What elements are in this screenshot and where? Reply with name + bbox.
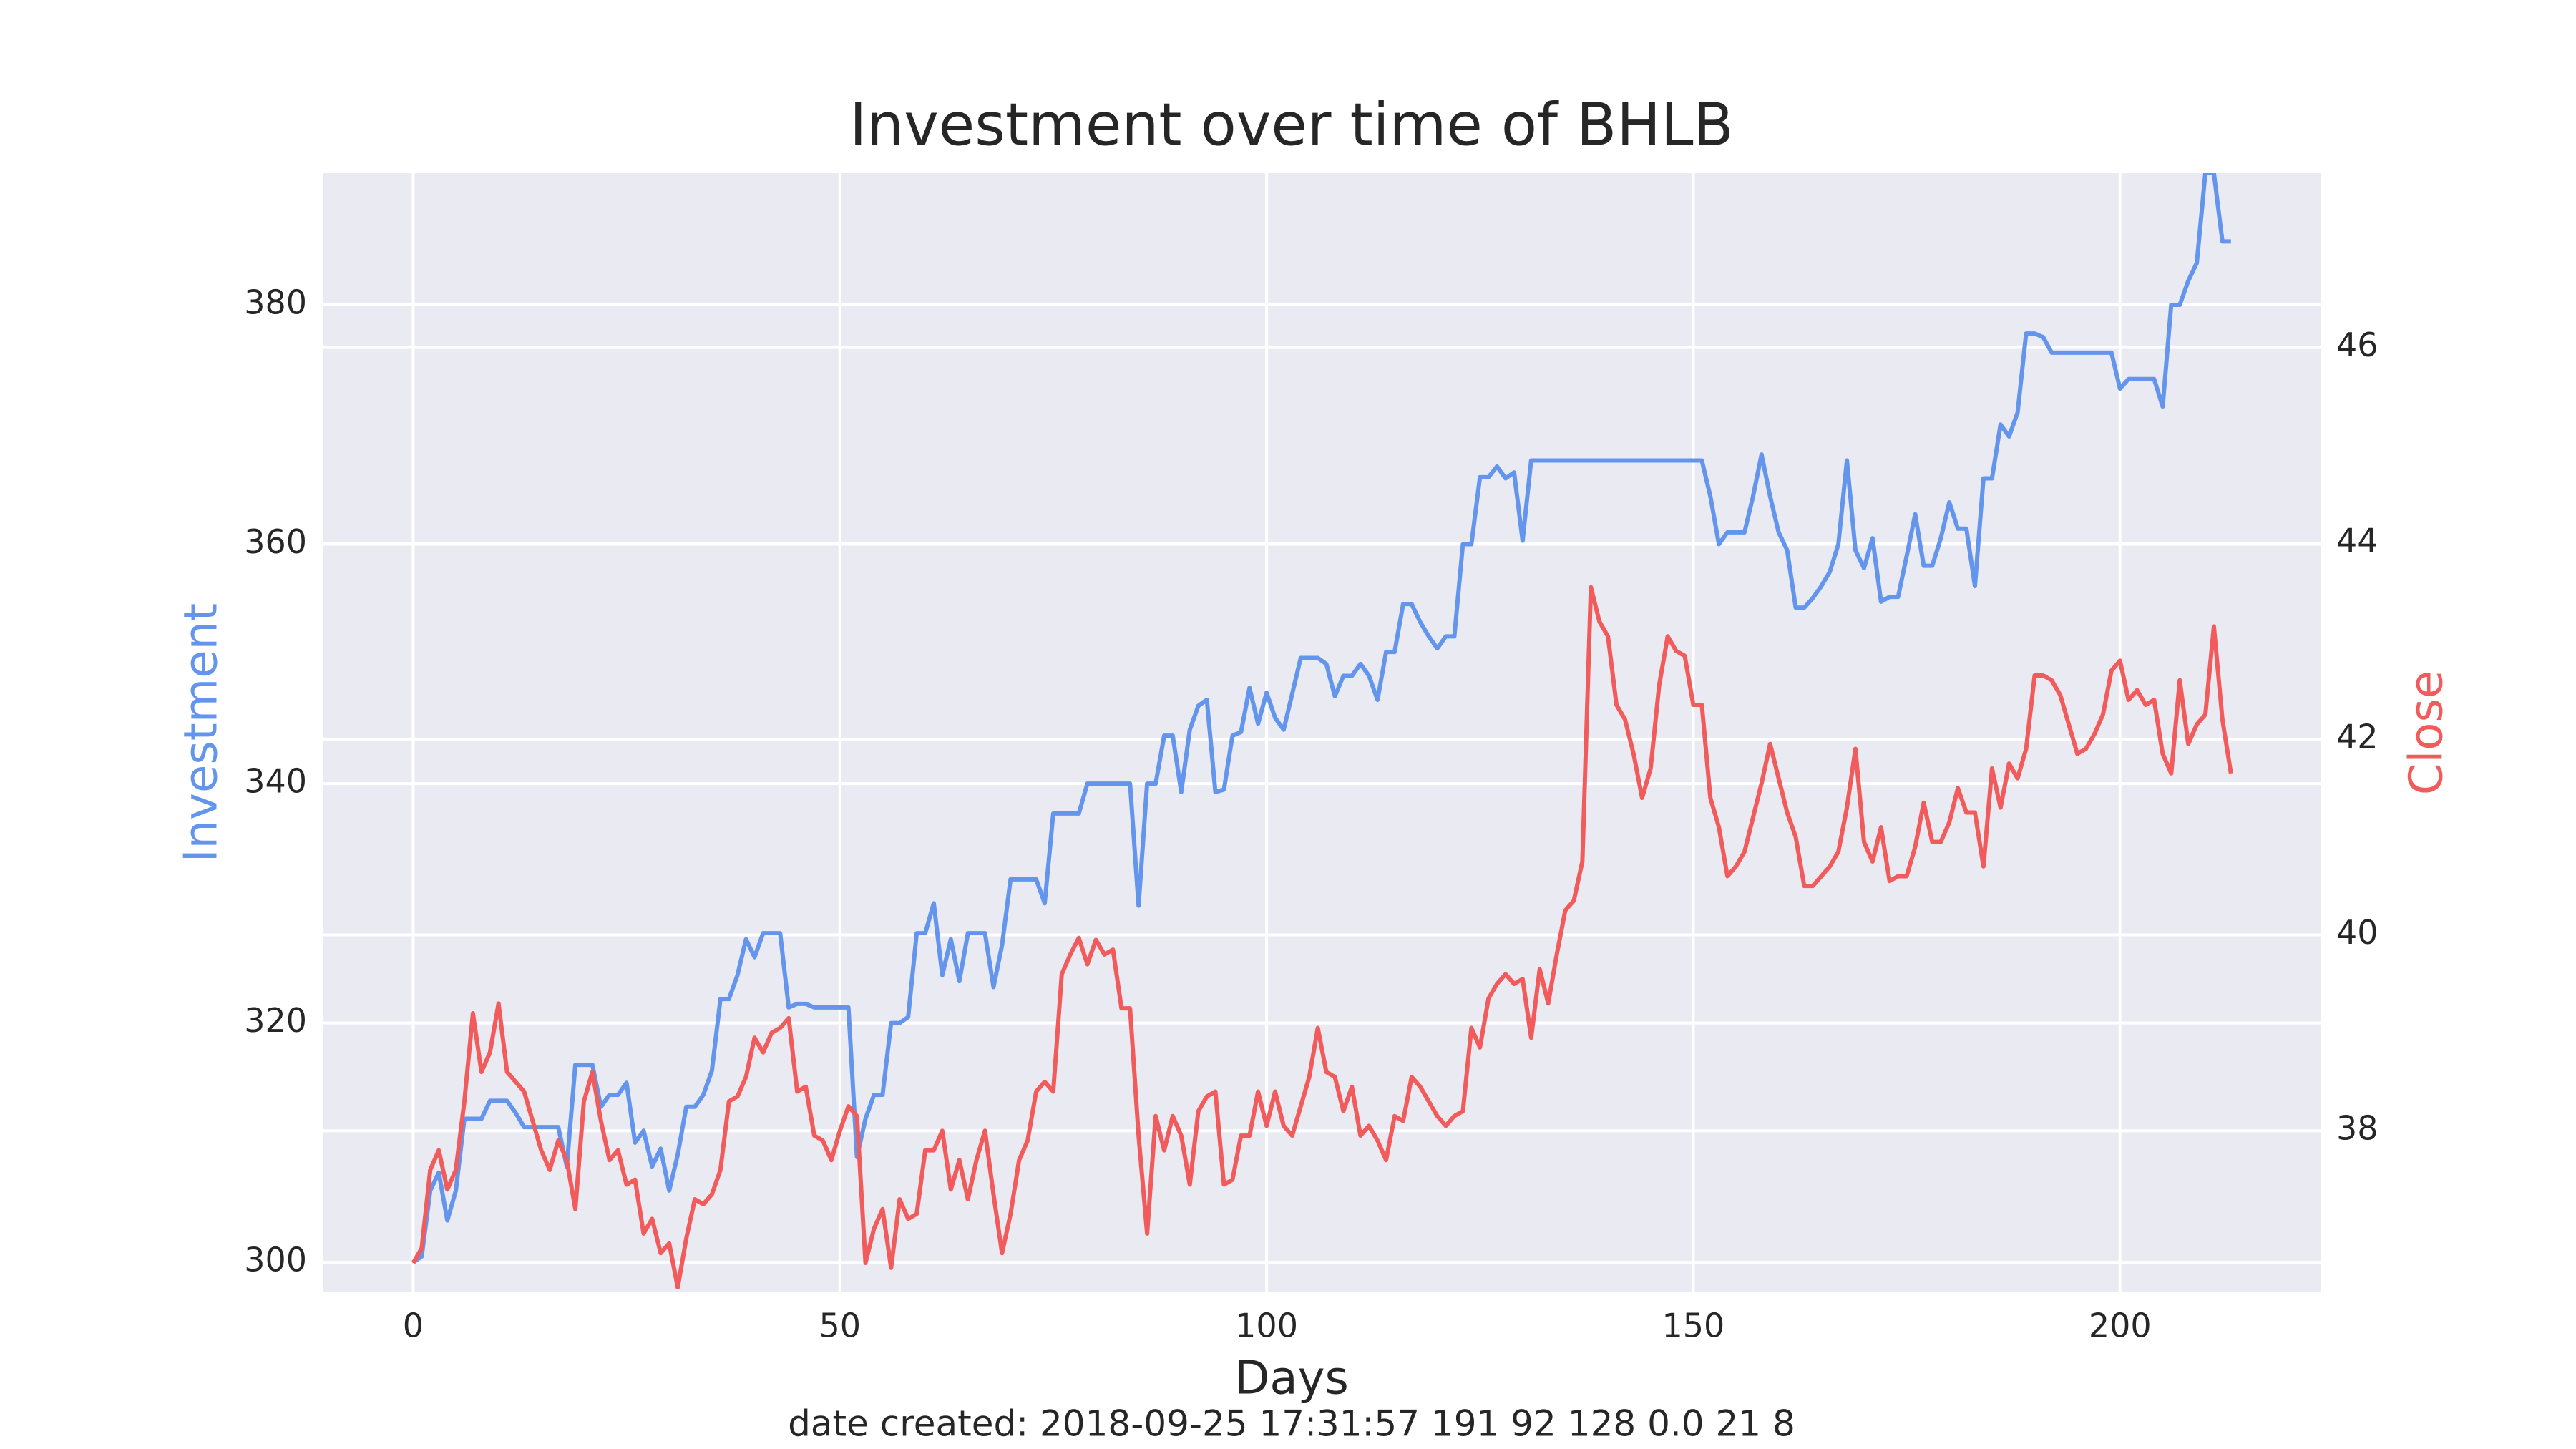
x-tick-label: 150 <box>1662 1307 1724 1345</box>
y-tick-label: 300 <box>244 1241 307 1279</box>
y2-tick-label: 44 <box>2336 522 2379 560</box>
lines <box>411 173 2233 1290</box>
plot-area <box>323 173 2321 1292</box>
series-line <box>411 173 2231 1264</box>
series-line <box>411 585 2233 1290</box>
grid <box>323 173 2321 1292</box>
y2-tick-label: 42 <box>2336 717 2379 756</box>
y-tick-label: 320 <box>244 1001 307 1040</box>
x-tick-label: 100 <box>1235 1307 1298 1345</box>
footer-note: date created: 2018-09-25 17:31:57 191 92… <box>788 1403 1795 1445</box>
y2-axis-label: Close <box>2401 670 2454 795</box>
y2-tick-label: 40 <box>2336 913 2379 952</box>
x-tick-label: 0 <box>403 1307 424 1345</box>
labels: 0 50 100 150 200 300 320 340 360 380 38 40 42 44 46 <box>244 283 2378 1345</box>
x-tick-label: 50 <box>819 1307 861 1345</box>
y2-tick-label: 38 <box>2336 1109 2379 1148</box>
y-tick-label: 340 <box>244 762 307 801</box>
y-tick-label: 380 <box>244 283 307 322</box>
x-tick-label: 200 <box>2089 1307 2152 1345</box>
y-axis-label: Investment <box>175 603 228 863</box>
chart-title: Investment over time of BHLB <box>849 91 1734 159</box>
y2-tick-label: 46 <box>2336 326 2379 364</box>
x-axis-label: Days <box>1234 1352 1349 1405</box>
y-tick-label: 360 <box>244 522 307 561</box>
